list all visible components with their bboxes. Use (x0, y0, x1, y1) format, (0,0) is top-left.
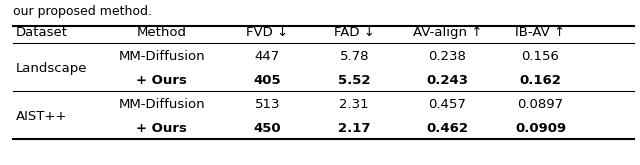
Text: 0.243: 0.243 (426, 74, 468, 87)
Text: Landscape: Landscape (16, 62, 88, 75)
Text: AIST++: AIST++ (16, 110, 67, 123)
Text: 447: 447 (255, 50, 280, 63)
Text: 0.0909: 0.0909 (515, 122, 566, 135)
Text: our proposed method.: our proposed method. (13, 5, 152, 18)
Text: + Ours: + Ours (136, 74, 188, 87)
Text: 2.31: 2.31 (339, 98, 369, 111)
Text: 513: 513 (255, 98, 280, 111)
Text: 0.462: 0.462 (426, 122, 468, 135)
Text: Method: Method (137, 26, 187, 39)
Text: MM-Diffusion: MM-Diffusion (118, 98, 205, 111)
Text: 0.0897: 0.0897 (517, 98, 564, 111)
Text: + Ours: + Ours (136, 122, 188, 135)
Text: 0.457: 0.457 (428, 98, 467, 111)
Text: 2.17: 2.17 (338, 122, 371, 135)
Text: 0.156: 0.156 (522, 50, 559, 63)
Text: FAD ↓: FAD ↓ (334, 26, 374, 39)
Text: 450: 450 (253, 122, 281, 135)
Text: Dataset: Dataset (16, 26, 68, 39)
Text: AV-align ↑: AV-align ↑ (413, 26, 482, 39)
Text: MM-Diffusion: MM-Diffusion (118, 50, 205, 63)
Text: FVD ↓: FVD ↓ (246, 26, 289, 39)
Text: 405: 405 (253, 74, 281, 87)
Text: 5.78: 5.78 (339, 50, 369, 63)
Text: IB-AV ↑: IB-AV ↑ (515, 26, 566, 39)
Text: 5.52: 5.52 (338, 74, 371, 87)
Text: 0.162: 0.162 (520, 74, 561, 87)
Text: 0.238: 0.238 (428, 50, 467, 63)
